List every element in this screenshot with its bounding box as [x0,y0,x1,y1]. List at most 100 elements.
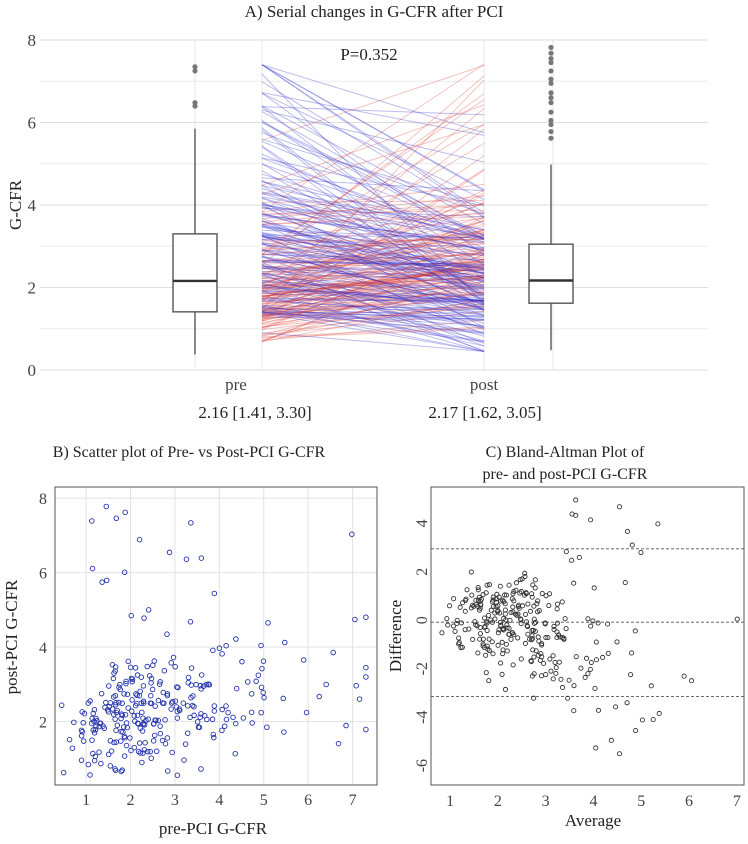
scatter-point [260,689,266,696]
ba-point [489,619,495,625]
paired-line [261,249,485,311]
ba-point [462,627,468,633]
paired-line [261,230,485,263]
scatter-point [211,590,218,597]
ba-point [454,617,460,623]
ba-point [475,584,481,591]
paired-line [261,105,485,225]
y-tick-label: 2 [414,568,431,576]
paired-line [261,241,485,288]
paired-line [261,261,485,265]
paired-line [261,201,485,311]
ba-point [540,660,547,667]
y-tick-label: 6 [39,566,47,583]
ba-point [547,591,553,597]
scatter-point [85,700,92,706]
paired-line [261,217,485,307]
paired-line [261,232,485,256]
ba-point [582,674,588,681]
paired-line [261,235,485,252]
panel-a-y-ticks: 0 2 4 6 8 [28,31,37,380]
scatter-point [210,647,216,654]
ba-point [460,600,466,606]
paired-line [261,138,485,206]
paired-line [261,263,485,331]
paired-line [261,214,485,244]
scatter-point [148,755,154,761]
ba-point [590,618,596,624]
scatter-point [123,678,129,685]
scatter-point [185,674,192,681]
paired-line [261,265,485,302]
panel-b-x-axis-label: pre-PCI G-CFR [159,819,268,838]
box-outlier [548,68,554,74]
ba-point [502,592,508,598]
ba-point [502,686,509,693]
panel-b: B) Scatter plot of Pre- vs Post-PCI G-CF… [2,444,378,838]
ba-point [587,666,593,672]
paired-line [261,233,485,331]
paired-line [261,155,485,309]
ba-point [473,622,479,628]
scatter-point [169,698,176,705]
paired-line [261,268,485,315]
paired-line [261,211,485,241]
scatter-point [88,518,95,524]
paired-line [261,217,485,249]
scatter-point [194,719,201,725]
box-outlier [548,95,554,101]
scatter-point [121,691,127,697]
paired-line [261,92,485,256]
ba-point [493,596,499,602]
paired-line [261,314,485,320]
paired-line [261,291,485,328]
ba-point [504,622,510,628]
paired-line [261,203,485,264]
x-tick-label: 2 [494,793,502,810]
ba-point [529,591,535,597]
scatter-point [94,718,100,724]
paired-line [261,220,485,283]
ba-point [456,639,462,646]
scatter-point [174,715,181,721]
ba-point [439,630,445,636]
scatter-point [233,685,240,692]
scatter-point [363,664,369,671]
scatter-point [103,577,110,584]
panel-b-frame [54,486,378,786]
panel-a-x-tick-post: post [470,375,499,394]
paired-line [261,304,485,334]
paired-line [261,267,485,272]
ba-point [477,598,483,604]
ba-point [485,646,491,652]
scatter-point [124,724,131,731]
paired-line [261,294,485,347]
ba-point [509,596,515,602]
scatter-point [140,700,147,706]
paired-line [261,265,485,286]
paired-line [261,294,485,326]
ba-point [497,583,503,589]
paired-line [261,221,485,264]
scatter-point [107,763,114,769]
scatter-point [282,639,288,646]
scatter-point [119,700,125,707]
ba-point [542,620,548,626]
panel-b-points [58,503,369,778]
paired-line [261,287,485,318]
scatter-point [148,700,155,707]
ba-point [563,626,569,632]
ba-point [516,605,522,611]
paired-line [261,243,485,283]
scatter-point [129,676,136,682]
ba-point [556,659,562,665]
scatter-point [240,715,247,721]
y-tick-label: -6 [414,759,431,772]
scatter-point [190,693,196,699]
scatter-point [233,636,239,642]
panel-a-boxplots [172,44,574,355]
ba-point [557,634,563,640]
box-outlier [548,135,554,141]
paired-line [261,257,485,303]
ba-point [502,607,508,613]
